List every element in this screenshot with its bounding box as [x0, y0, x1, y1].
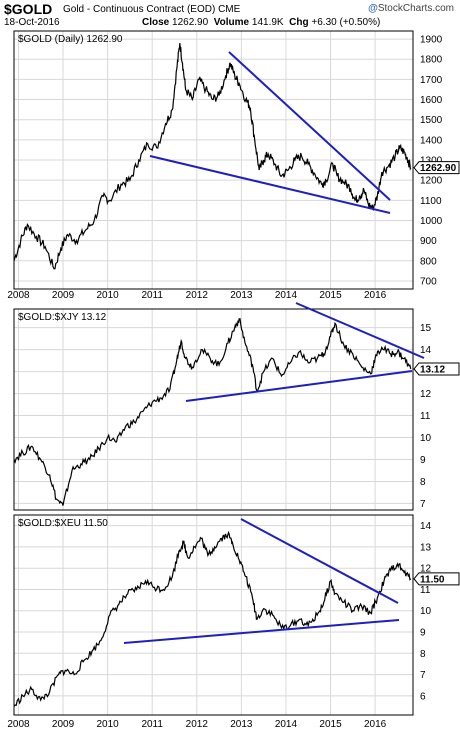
volume-value: 141.9K: [251, 17, 284, 28]
close-value: 1262.90: [172, 17, 209, 28]
x-tick-label: 2010: [96, 290, 119, 301]
last-value-label: 1262.90: [420, 163, 457, 174]
y-tick-label: 8: [420, 649, 426, 660]
y-tick-label: 7: [420, 499, 426, 510]
x-tick-label: 2008: [7, 290, 30, 301]
instrument-name: Gold - Continuous Contract (EOD) CME: [63, 4, 240, 15]
quote-summary: Close 1262.90 Volume 141.9K Chg +6.30 (+…: [142, 17, 380, 28]
panel-label: $GOLD:$XEU 11.50: [18, 518, 108, 529]
y-tick-label: 1100: [420, 196, 442, 207]
price-series-line: [13, 43, 412, 270]
y-tick-label: 1400: [420, 135, 443, 146]
y-tick-label: 12: [420, 389, 432, 400]
x-tick-label: 2016: [364, 719, 387, 730]
last-value-tag: [413, 362, 460, 376]
y-tick-label: 15: [420, 323, 432, 334]
last-value-label: 13.12: [420, 364, 445, 375]
y-tick-label: 9: [420, 628, 426, 639]
last-value-tag: [413, 161, 460, 175]
x-tick-label: 2015: [319, 719, 342, 730]
plot-area-border: [13, 308, 414, 511]
x-tick-label: 2013: [230, 719, 253, 730]
y-tick-label: 12: [420, 564, 432, 575]
x-tick-label: 2012: [186, 290, 209, 301]
y-tick-label: 700: [420, 276, 437, 287]
y-tick-label: 11: [420, 585, 431, 596]
trendline: [149, 155, 391, 214]
y-tick-label: 13: [420, 542, 432, 553]
y-tick-label: 7: [420, 670, 426, 681]
price-series-line: [13, 530, 412, 707]
y-tick-label: 1500: [420, 115, 443, 126]
trendline: [240, 518, 399, 604]
x-tick-label: 2011: [141, 719, 163, 730]
chart-header: $GOLD Gold - Continuous Contract (EOD) C…: [0, 0, 460, 30]
plot-area-border: [13, 514, 414, 716]
chg-label: Chg: [289, 17, 309, 28]
y-tick-label: 9: [420, 455, 426, 466]
y-tick-label: 1900: [420, 35, 443, 46]
x-tick-label: 2012: [186, 719, 209, 730]
y-tick-label: 10: [420, 606, 432, 617]
x-tick-label: 2014: [275, 719, 298, 730]
x-tick-label: 2015: [319, 290, 342, 301]
close-label: Close: [142, 17, 170, 28]
x-tick-label: 2009: [52, 290, 75, 301]
y-tick-label: 1300: [420, 156, 443, 167]
y-tick-label: 800: [420, 256, 437, 267]
logo-mark-icon: @: [368, 3, 378, 14]
x-tick-label: 2010: [96, 719, 119, 730]
last-value-label: 11.50: [420, 574, 445, 585]
logo-text: StockCharts.com: [377, 3, 454, 14]
y-tick-label: 1800: [420, 55, 443, 66]
last-value-tag: [413, 572, 460, 586]
trendline: [228, 51, 391, 201]
exchange: CME: [218, 4, 241, 15]
x-tick-label: 2009: [52, 719, 75, 730]
y-tick-label: 1000: [420, 216, 443, 227]
x-tick-label: 2011: [141, 290, 163, 301]
y-tick-label: 1200: [420, 176, 443, 187]
x-tick-label: 2013: [230, 290, 253, 301]
panel-label: $GOLD (Daily) 1262.90: [18, 34, 123, 45]
instrument-name-text: Gold - Continuous Contract (EOD): [63, 4, 216, 15]
y-tick-label: 11: [420, 411, 431, 422]
plot-area-border: [13, 30, 414, 290]
y-tick-label: 1700: [420, 75, 443, 86]
symbol: $GOLD: [4, 1, 53, 17]
price-series-line: [13, 318, 412, 506]
volume-label: Volume: [213, 17, 250, 28]
trendline: [295, 302, 425, 359]
y-tick-label: 1600: [420, 95, 443, 106]
y-tick-label: 14: [420, 345, 432, 356]
panel-label: $GOLD:$XJY 13.12: [18, 312, 107, 323]
y-tick-label: 10: [420, 433, 432, 444]
x-tick-label: 2016: [364, 290, 387, 301]
x-tick-label: 2008: [7, 719, 30, 730]
quote-date: 18-Oct-2016: [4, 17, 60, 28]
x-tick-label: 2014: [275, 290, 298, 301]
trendline: [185, 370, 413, 402]
stockcharts-logo[interactable]: @StockCharts.com: [368, 3, 454, 14]
y-tick-label: 14: [420, 521, 432, 532]
chg-value: +6.30 (+0.50%): [311, 17, 381, 28]
y-tick-label: 8: [420, 477, 426, 488]
y-tick-label: 900: [420, 236, 437, 247]
y-tick-label: 6: [420, 691, 426, 702]
trendline: [123, 619, 400, 644]
